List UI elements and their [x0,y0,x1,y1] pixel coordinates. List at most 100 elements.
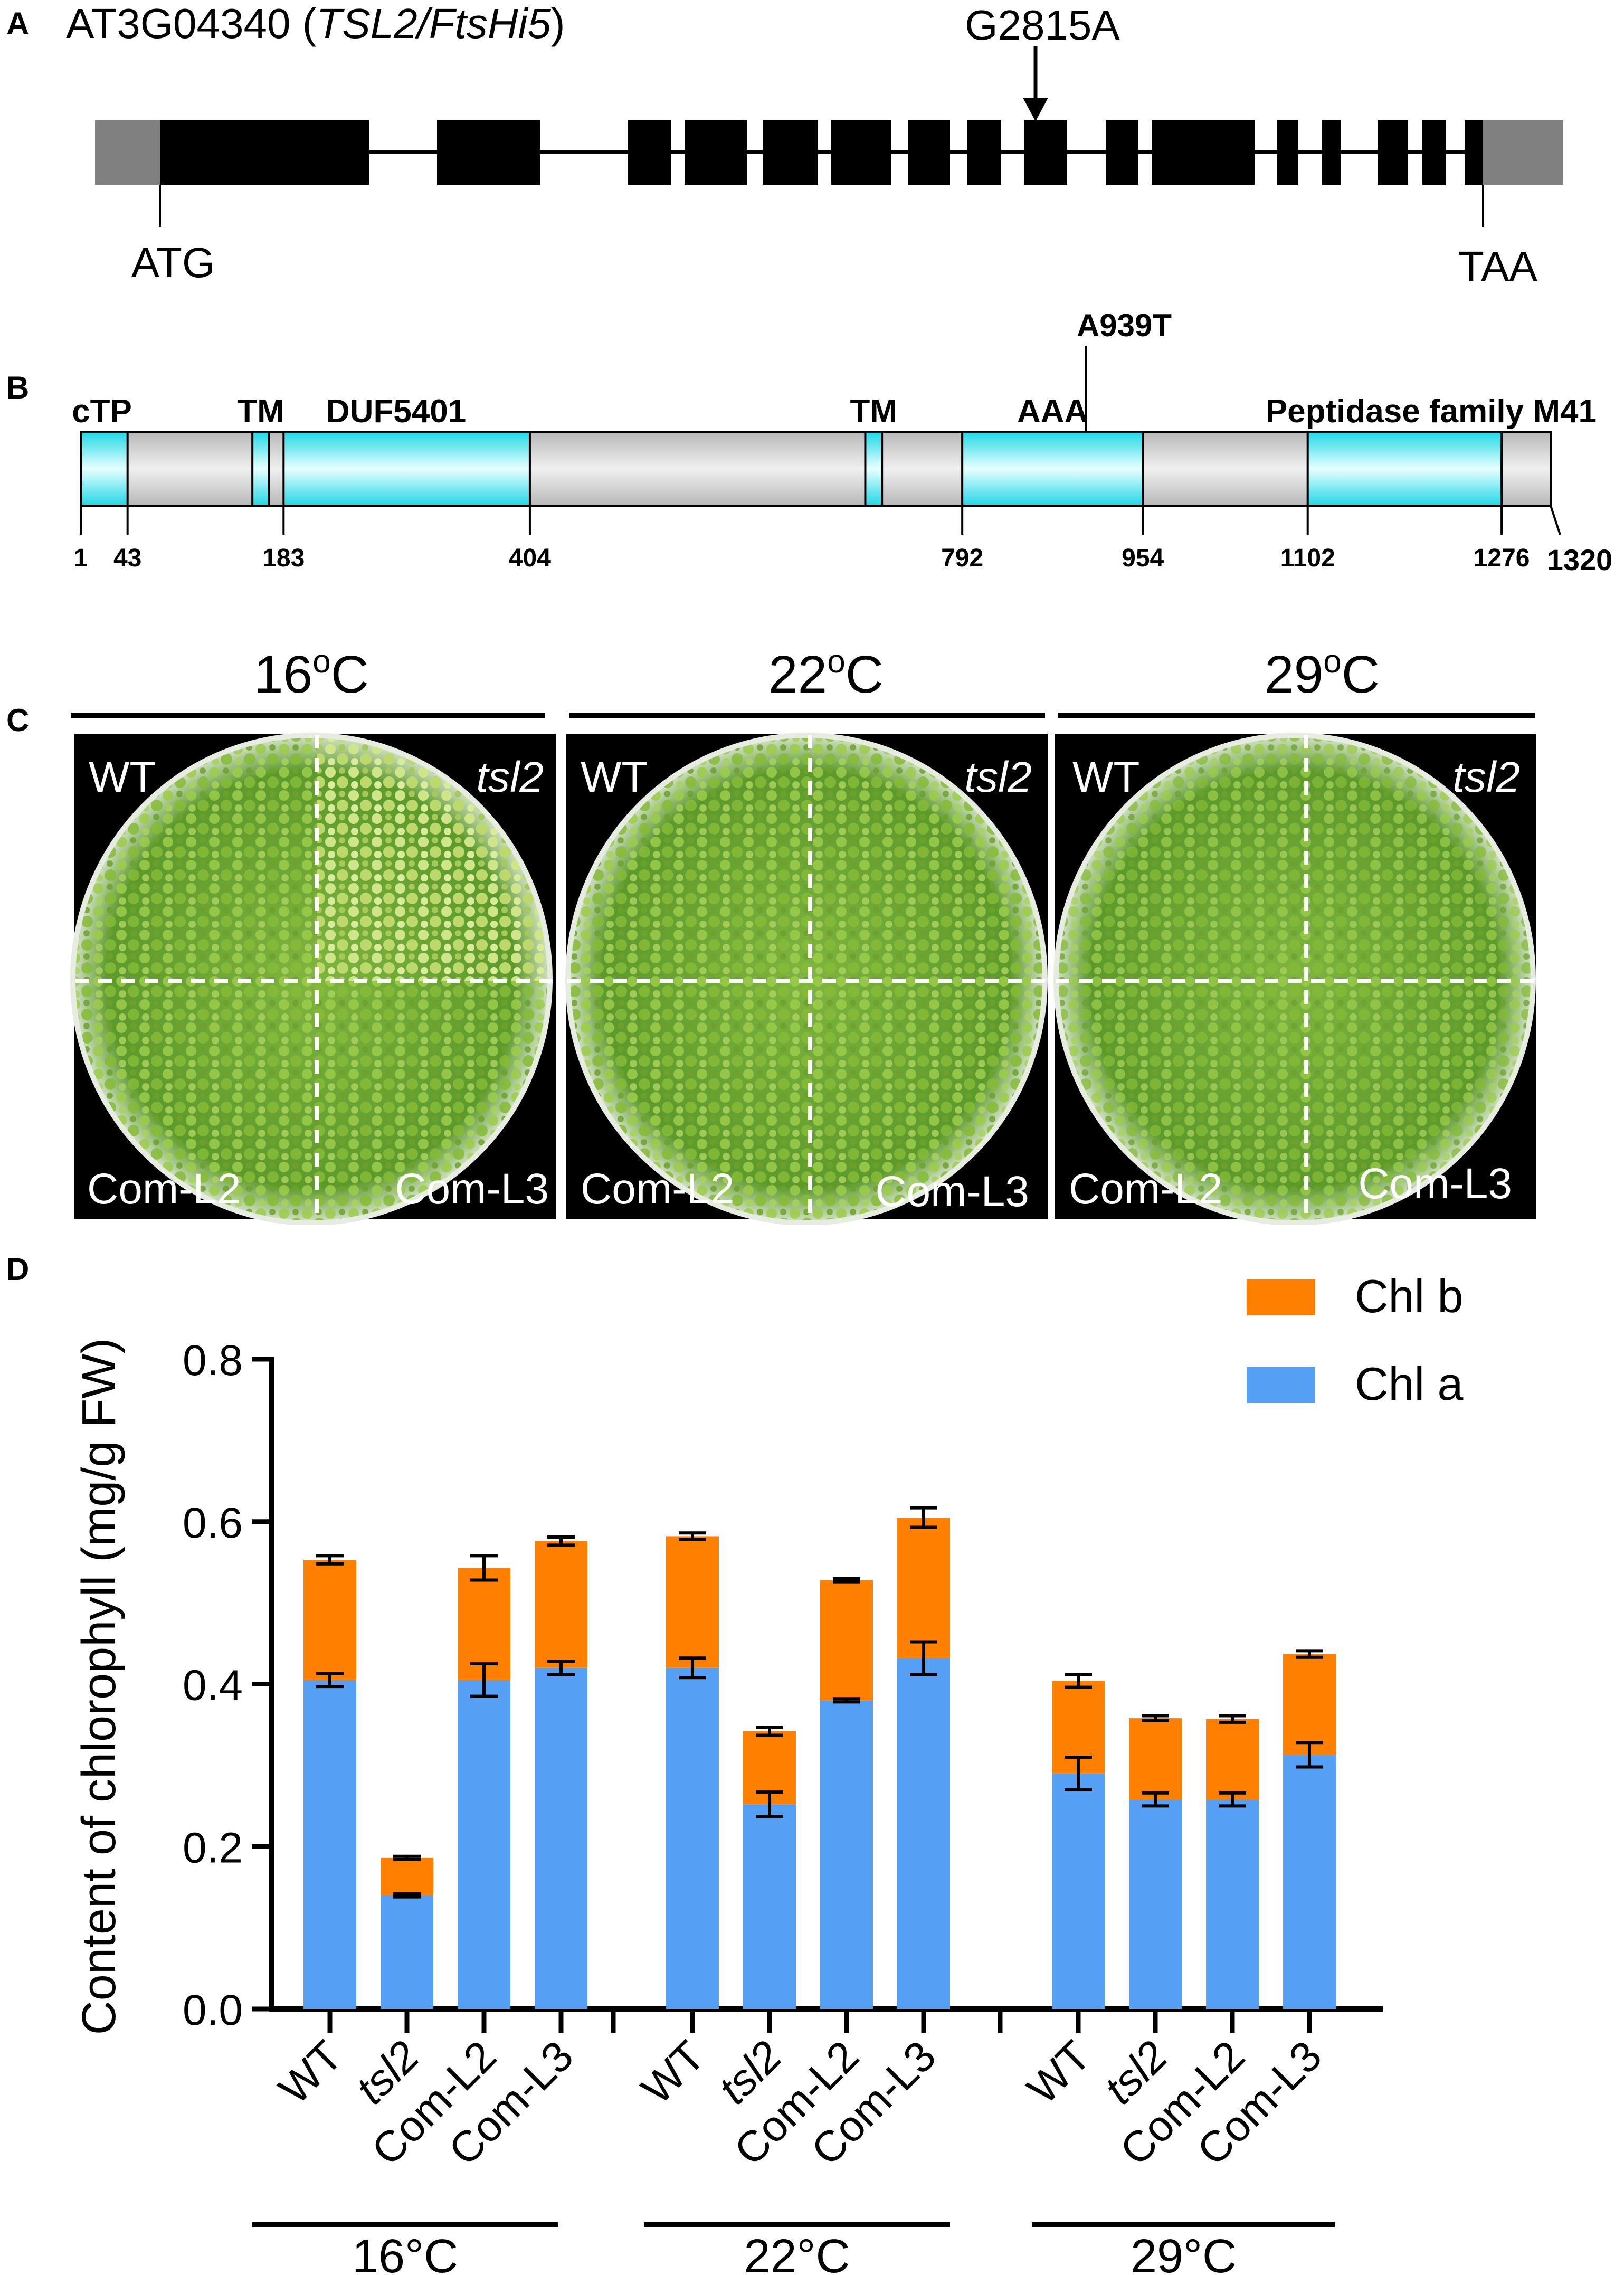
domain-layer [80,431,1503,507]
domain-tm [864,431,884,507]
temp-header-22: 22oC [768,643,884,704]
protein-tick-label: 1320 [1547,543,1613,576]
protein-tick-label: 1102 [1280,544,1335,572]
exon [1024,120,1067,185]
exon [1378,120,1408,185]
quad-label-tsl2: tsl2 [476,753,544,801]
protein-domain-figure: A939T cTP TM DUF5401 TM AAA Peptidase family … [72,308,1613,576]
bar-chl-b [535,1541,587,1668]
quad-label-com-l3: Com-L3 [875,1168,1029,1216]
domain-peptidase-family-m41 [1306,431,1503,507]
domain-ctp [80,431,129,507]
quad-label-com-l2: Com-L2 [581,1165,735,1213]
domain-duf5401 [282,431,531,507]
bar-chl-b [820,1580,873,1701]
mutation-label-g2815a: G2815A [965,2,1120,49]
group-label: 29°C [1131,2230,1237,2275]
protein-tick-label: 43 [113,544,141,572]
temp-header-16: 16oC [254,643,369,704]
domain-tm [251,431,270,507]
plate-photo-figure: 16oC 22oC 29oC WT tsl2 Com-L2 Com-L3 WT … [70,643,1536,1225]
bar-chl-a [666,1667,719,2009]
exon [685,120,747,185]
domain-aaa [961,431,1144,507]
bar-chl-b [666,1536,719,1668]
bar-chl-a [303,1680,356,2009]
exon [1277,120,1298,185]
group-label: 22°C [744,2230,850,2275]
bar-chl-b [458,1568,510,1680]
legend-label: Chl b [1355,1270,1463,1322]
domain-labels: cTP TM DUF5401 TM AAA Peptidase family M41 [72,393,1597,430]
legend-swatch [1247,1367,1315,1403]
bar-chl-a [1283,1755,1336,2009]
quad-label-wt: WT [89,753,156,801]
x-tick-label: WT [1018,2032,1099,2113]
temp-header-29: 29oC [1265,643,1380,704]
quad-label-com-l2: Com-L2 [87,1165,241,1213]
x-tick-label: WT [270,2032,351,2113]
protein-tick [1550,505,1561,535]
bar-chl-b [303,1560,356,1680]
plate-photo-16: WT tsl2 Com-L2 Com-L3 [70,733,556,1225]
exon [1152,120,1255,185]
quad-label-com-l3: Com-L3 [1358,1160,1512,1208]
protein-tick-label: 1276 [1474,544,1530,572]
bar-chl-b [381,1857,433,1895]
legend-swatch [1247,1279,1315,1315]
bar-chl-a [1052,1773,1105,2009]
chlorophyll-chart: 0.0 0.2 0.4 0.6 0.8 Content of chlorophyll (m… [73,1270,1463,2275]
utr-3prime [1483,120,1563,185]
y-tick-label: 0.0 [183,1986,243,2034]
domain-label: AAA [1017,393,1088,430]
bar-chl-a [820,1700,873,2009]
exon [1106,120,1138,185]
bar-chl-b [1283,1654,1336,1755]
bar-chl-b [897,1518,950,1658]
stop-codon-label: TAA [1458,243,1537,290]
y-tick-label: 0.2 [183,1824,243,1872]
exon [1465,120,1483,185]
protein-tick-label: 404 [509,544,551,572]
bar-chl-a [381,1895,433,2009]
protein-mutation-label: A939T [1077,308,1172,343]
exon [967,120,1001,185]
plate-photo-29: WT tsl2 Com-L2 Com-L3 [1053,733,1536,1225]
domain-label: TM [850,393,898,430]
start-codon-label: ATG [131,239,215,286]
bar-chl-a [535,1667,587,2009]
bar-chl-b [1206,1719,1259,1800]
y-tick-label: 0.6 [183,1499,243,1547]
quad-label-tsl2: tsl2 [1452,753,1520,801]
utr-5prime [95,120,160,185]
x-tick-label: WT [632,2032,714,2113]
quad-label-com-l2: Com-L2 [1069,1165,1223,1213]
exon [160,120,369,185]
bar-chl-b [1129,1718,1182,1800]
y-tick-label: 0.8 [183,1336,243,1385]
exon [831,120,891,185]
panel-label-c: C [6,703,30,738]
domain-label: Peptidase family M41 [1266,393,1597,430]
y-tick-label: 0.4 [183,1662,243,1710]
quad-label-tsl2: tsl2 [964,753,1032,801]
exon [628,120,671,185]
bar-chl-a [458,1680,510,2009]
domain-label: TM [237,393,284,430]
exon [437,120,540,185]
quad-label-com-l3: Com-L3 [395,1165,549,1213]
plate-photo-22: WT tsl2 Com-L2 Com-L3 [565,733,1048,1225]
panel-label-a: A [6,6,30,41]
quad-label-wt: WT [581,753,648,801]
y-axis-label: Content of chlorophyll (mg/g FW) [73,1338,126,2035]
quad-label-wt: WT [1072,753,1139,801]
protein-tick-label: 183 [262,544,305,572]
domain-label: DUF5401 [326,393,466,430]
exon [763,120,818,185]
chart-layer: 0.0 0.2 0.4 0.6 0.8 Content of chlorophyll (m… [73,1270,1463,2275]
exon [1422,120,1446,185]
domain-label: cTP [72,393,132,430]
group-label: 16°C [352,2230,458,2275]
bar-chl-a [897,1658,950,2009]
protein-tick-label: 1 [74,544,88,572]
